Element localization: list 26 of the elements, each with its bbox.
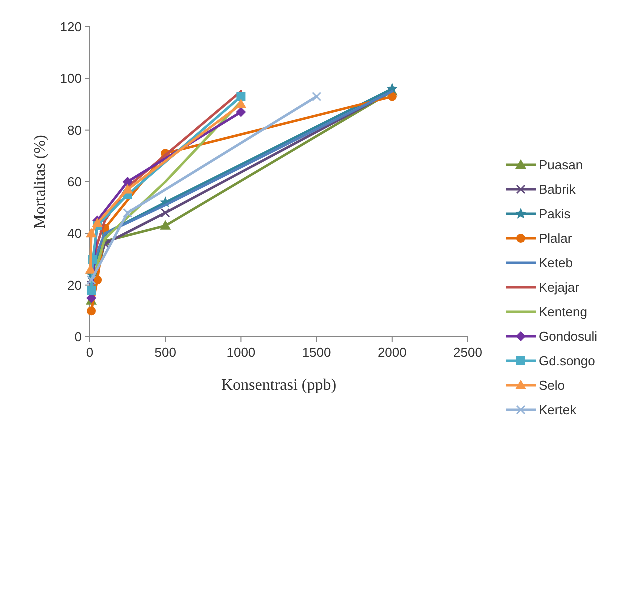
legend-label: Pakis: [539, 206, 572, 222]
x-tick-label: 1500: [302, 345, 332, 360]
y-tick-label: 0: [74, 330, 82, 345]
legend-label: Keteb: [539, 256, 573, 271]
x-tick-label: 2000: [378, 345, 407, 360]
legend-label: Plalar: [539, 231, 573, 246]
y-tick-label: 60: [68, 174, 82, 190]
y-tick-label: 100: [60, 71, 82, 86]
legend-label: Selo: [539, 378, 566, 394]
legend-label: Kenteng: [539, 304, 588, 320]
x-tick-label: 500: [154, 345, 176, 360]
x-axis-title: Konsentrasi (ppb): [221, 377, 337, 394]
y-tick-label: 80: [68, 122, 82, 138]
legend-label: Kejajar: [539, 280, 580, 296]
legend-label: Gd.songo: [539, 354, 596, 369]
legend-label: Puasan: [539, 158, 584, 173]
y-axis-title: Mortalitas (%): [32, 135, 49, 229]
y-tick-label: 40: [68, 226, 82, 242]
y-tick-label: 120: [60, 20, 82, 35]
x-tick-label: 0: [86, 345, 94, 360]
x-tick-label: 1000: [226, 345, 256, 360]
legend-label: Babrik: [539, 182, 576, 198]
legend-label: Gondosuli: [539, 329, 598, 344]
y-tick-label: 20: [68, 278, 82, 293]
x-tick-label: 2500: [454, 345, 482, 360]
legend-label: Kertek: [539, 402, 578, 418]
